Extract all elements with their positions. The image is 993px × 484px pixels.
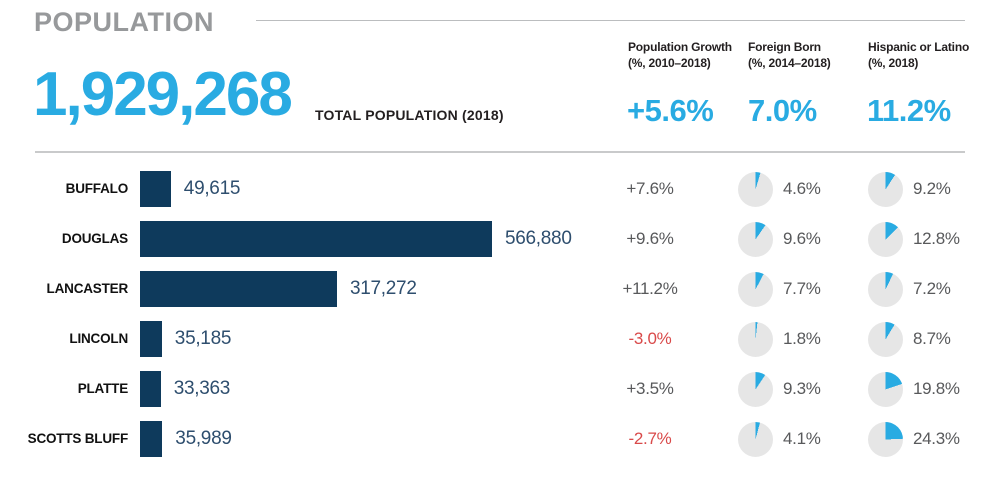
hispanic-cell: 12.8%: [868, 214, 960, 264]
population-bar: [140, 421, 163, 457]
hispanic-cell: 19.8%: [868, 364, 960, 414]
county-label: DOUGLAS: [61, 231, 128, 246]
total-population-label: TOTAL POPULATION (2018): [315, 107, 504, 123]
foreign-born-value: 7.7%: [783, 279, 821, 298]
column-header-line1: Foreign Born: [748, 40, 821, 54]
foreign-born-pie-icon: [738, 271, 773, 307]
table-row-douglas: DOUGLAS 566,880 +9.6% 9.6% 12.8%: [0, 214, 993, 264]
column-header-foreign-born: Foreign Born (%, 2014–2018): [748, 40, 866, 71]
foreign-born-value: 4.6%: [783, 179, 821, 198]
column-header-line1: Population Growth: [628, 40, 732, 54]
hispanic-cell: 8.7%: [868, 314, 951, 364]
column-header-line2: (%, 2010–2018): [628, 55, 711, 70]
foreign-born-pie-icon: [738, 321, 773, 357]
population-bar-cell: 317,272: [140, 264, 417, 314]
population-bar-cell: 33,363: [140, 364, 230, 414]
foreign-born-value: 1.8%: [783, 329, 821, 348]
population-bar: [140, 271, 337, 307]
hispanic-value: 19.8%: [913, 379, 960, 398]
hispanic-cell: 24.3%: [868, 414, 960, 464]
population-bar-cell: 35,989: [140, 414, 232, 464]
summary-growth-value: +5.6%: [627, 93, 714, 128]
growth-value: +7.6%: [626, 179, 674, 198]
summary-hispanic-value: 11.2%: [867, 93, 951, 128]
population-bar: [140, 171, 171, 207]
hispanic-pie-icon: [868, 371, 903, 407]
hispanic-value: 8.7%: [913, 329, 951, 348]
hispanic-value: 7.2%: [913, 279, 951, 298]
county-table: BUFFALO 49,615 +7.6% 4.6% 9.2% DOUGLAS 5…: [0, 164, 993, 464]
population-value: 33,363: [173, 378, 231, 399]
foreign-born-value: 9.6%: [783, 229, 821, 248]
foreign-born-pie-icon: [738, 421, 773, 457]
population-value: 35,989: [175, 428, 232, 449]
growth-value: -3.0%: [628, 329, 672, 348]
table-row-scotts-bluff: SCOTTS BLUFF 35,989 -2.7% 4.1% 24.3%: [0, 414, 993, 464]
county-label: PLATTE: [77, 381, 128, 396]
population-bar: [140, 371, 161, 407]
hispanic-value: 24.3%: [913, 429, 960, 448]
foreign-born-cell: 1.8%: [738, 314, 821, 364]
population-value: 35,185: [174, 328, 232, 349]
growth-value: -2.7%: [628, 429, 672, 448]
foreign-born-cell: 4.1%: [738, 414, 821, 464]
foreign-born-pie-icon: [738, 171, 773, 207]
table-row-buffalo: BUFFALO 49,615 +7.6% 4.6% 9.2%: [0, 164, 993, 214]
growth-value: +11.2%: [622, 279, 678, 298]
growth-value: +3.5%: [626, 379, 674, 398]
hispanic-pie-icon: [868, 171, 903, 207]
foreign-born-cell: 9.3%: [738, 364, 821, 414]
column-header-population-growth: Population Growth (%, 2010–2018): [628, 40, 746, 71]
foreign-born-value: 4.1%: [783, 429, 821, 448]
table-row-lincoln: LINCOLN 35,185 -3.0% 1.8% 8.7%: [0, 314, 993, 364]
population-bar-cell: 35,185: [140, 314, 231, 364]
foreign-born-value: 9.3%: [783, 379, 821, 398]
growth-value: +9.6%: [626, 229, 674, 248]
foreign-born-pie-icon: [738, 221, 773, 257]
section-divider: [35, 151, 965, 153]
population-value: 49,615: [183, 178, 241, 199]
hispanic-pie-icon: [868, 321, 903, 357]
column-header-line2: (%, 2018): [868, 55, 919, 70]
hispanic-pie-icon: [868, 221, 903, 257]
hispanic-pie-icon: [868, 421, 903, 457]
total-population-value: 1,929,268: [33, 60, 293, 129]
population-bar-cell: 566,880: [140, 214, 572, 264]
hispanic-cell: 9.2%: [868, 164, 951, 214]
foreign-born-cell: 9.6%: [738, 214, 821, 264]
foreign-born-pie-icon: [738, 371, 773, 407]
population-value: 317,272: [350, 278, 417, 299]
column-header-line1: Hispanic or Latino: [868, 40, 970, 54]
hispanic-pie-icon: [868, 271, 903, 307]
table-row-lancaster: LANCASTER 317,272 +11.2% 7.7% 7.2%: [0, 264, 993, 314]
county-label: SCOTTS BLUFF: [27, 431, 129, 446]
county-label: LINCOLN: [69, 331, 128, 346]
summary-foreign-born-value: 7.0%: [748, 93, 817, 128]
population-bar-cell: 49,615: [140, 164, 240, 214]
foreign-born-cell: 7.7%: [738, 264, 821, 314]
title-rule-divider: [256, 20, 965, 21]
population-bar: [140, 221, 492, 257]
hispanic-value: 12.8%: [913, 229, 960, 248]
page-title: POPULATION: [34, 7, 214, 37]
county-label: BUFFALO: [65, 181, 129, 196]
column-header-hispanic-or-latino: Hispanic or Latino (%, 2018): [868, 40, 986, 71]
hispanic-cell: 7.2%: [868, 264, 951, 314]
column-header-line2: (%, 2014–2018): [748, 55, 831, 70]
population-bar: [140, 321, 162, 357]
hispanic-value: 9.2%: [913, 179, 951, 198]
county-label: LANCASTER: [46, 281, 129, 296]
population-value: 566,880: [505, 228, 572, 249]
foreign-born-cell: 4.6%: [738, 164, 821, 214]
table-row-platte: PLATTE 33,363 +3.5% 9.3% 19.8%: [0, 364, 993, 414]
